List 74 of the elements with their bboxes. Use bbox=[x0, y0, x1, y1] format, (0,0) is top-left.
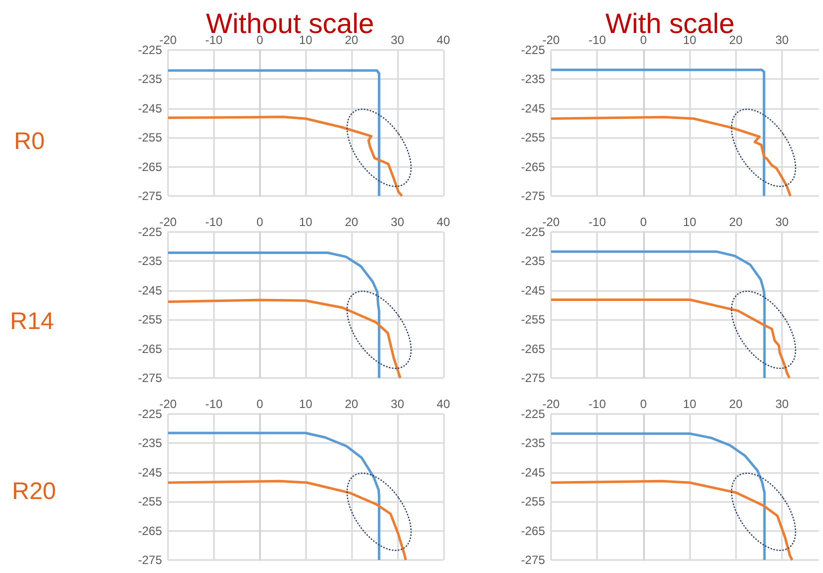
y-tick-label: -255 bbox=[520, 130, 546, 145]
x-tick-label: 30 bbox=[775, 33, 790, 47]
x-tick-label: 20 bbox=[344, 215, 359, 229]
y-tick-label: -235 bbox=[520, 436, 546, 450]
x-tick-label: 10 bbox=[298, 215, 313, 229]
x-tick-label: 0 bbox=[256, 215, 264, 229]
y-tick-label: -245 bbox=[138, 101, 162, 116]
y-tick-label: -275 bbox=[138, 189, 162, 203]
y-tick-label: -265 bbox=[520, 160, 546, 174]
x-tick-label: 30 bbox=[775, 215, 790, 229]
y-tick-label: -265 bbox=[138, 342, 162, 356]
x-tick-label: 30 bbox=[390, 33, 404, 47]
y-tick-label: -255 bbox=[138, 130, 162, 145]
x-tick-label: 0 bbox=[640, 397, 648, 411]
y-tick-label: -275 bbox=[520, 371, 546, 385]
x-tick-label: 10 bbox=[298, 397, 313, 411]
y-tick-label: -265 bbox=[520, 342, 546, 356]
x-tick-label: 10 bbox=[682, 215, 697, 229]
y-tick-label: -255 bbox=[520, 312, 546, 327]
x-tick-label: 20 bbox=[729, 33, 743, 47]
y-tick-label: -235 bbox=[138, 436, 162, 450]
line-series bbox=[166, 251, 380, 380]
y-tick-label: -275 bbox=[138, 553, 162, 567]
x-tick-label: 30 bbox=[775, 397, 790, 411]
y-tick-label: -245 bbox=[520, 283, 546, 298]
y-tick-label: -275 bbox=[520, 189, 546, 203]
line-series bbox=[550, 116, 792, 198]
y-tick-label: -245 bbox=[138, 283, 162, 298]
y-tick-label: -275 bbox=[138, 371, 162, 385]
x-tick-label: 20 bbox=[729, 397, 743, 411]
y-tick-label: -245 bbox=[138, 465, 162, 480]
x-tick-label: 20 bbox=[344, 397, 359, 411]
y-tick-label: -265 bbox=[520, 524, 546, 538]
y-tick-label: -255 bbox=[138, 494, 162, 509]
x-tick-label: 10 bbox=[298, 33, 313, 47]
x-tick-label: -10 bbox=[588, 215, 606, 229]
x-tick-label: 20 bbox=[729, 215, 743, 229]
x-tick-label: 0 bbox=[256, 33, 264, 47]
line-series bbox=[550, 250, 766, 380]
text: R0 bbox=[14, 128, 45, 156]
y-tick-label: -235 bbox=[138, 254, 162, 268]
y-tick-label: -275 bbox=[520, 553, 546, 567]
line-series bbox=[166, 298, 402, 380]
y-tick-label: -255 bbox=[520, 494, 546, 509]
x-tick-label: 40 bbox=[436, 215, 450, 229]
y-tick-label: -245 bbox=[520, 465, 546, 480]
x-tick-label: 30 bbox=[390, 215, 404, 229]
text: R20 bbox=[12, 478, 56, 506]
line-series bbox=[166, 480, 407, 562]
x-tick-label: 30 bbox=[390, 397, 404, 411]
text: R14 bbox=[10, 308, 54, 336]
x-tick-label: 0 bbox=[256, 397, 264, 411]
x-tick-label: 0 bbox=[640, 215, 648, 229]
y-tick-label: -235 bbox=[520, 254, 546, 268]
y-tick-label: -265 bbox=[138, 160, 162, 174]
line-series bbox=[550, 480, 794, 562]
y-tick-label: -245 bbox=[520, 101, 546, 116]
line-series bbox=[550, 432, 766, 562]
line-series bbox=[550, 298, 791, 380]
line-series bbox=[166, 432, 380, 562]
x-tick-label: 40 bbox=[436, 33, 450, 47]
y-tick-label: -265 bbox=[138, 524, 162, 538]
x-tick-label: 10 bbox=[682, 33, 697, 47]
x-tick-label: -10 bbox=[588, 397, 606, 411]
y-tick-label: -255 bbox=[138, 312, 162, 327]
line-series bbox=[166, 116, 404, 198]
x-tick-label: -10 bbox=[205, 397, 223, 411]
y-tick-label: -235 bbox=[138, 72, 162, 86]
y-tick-label: -235 bbox=[520, 72, 546, 86]
x-tick-label: 40 bbox=[436, 397, 450, 411]
x-tick-label: -10 bbox=[205, 215, 223, 229]
x-tick-label: 20 bbox=[344, 33, 359, 47]
x-tick-label: 10 bbox=[682, 397, 697, 411]
x-tick-label: -10 bbox=[588, 33, 606, 47]
